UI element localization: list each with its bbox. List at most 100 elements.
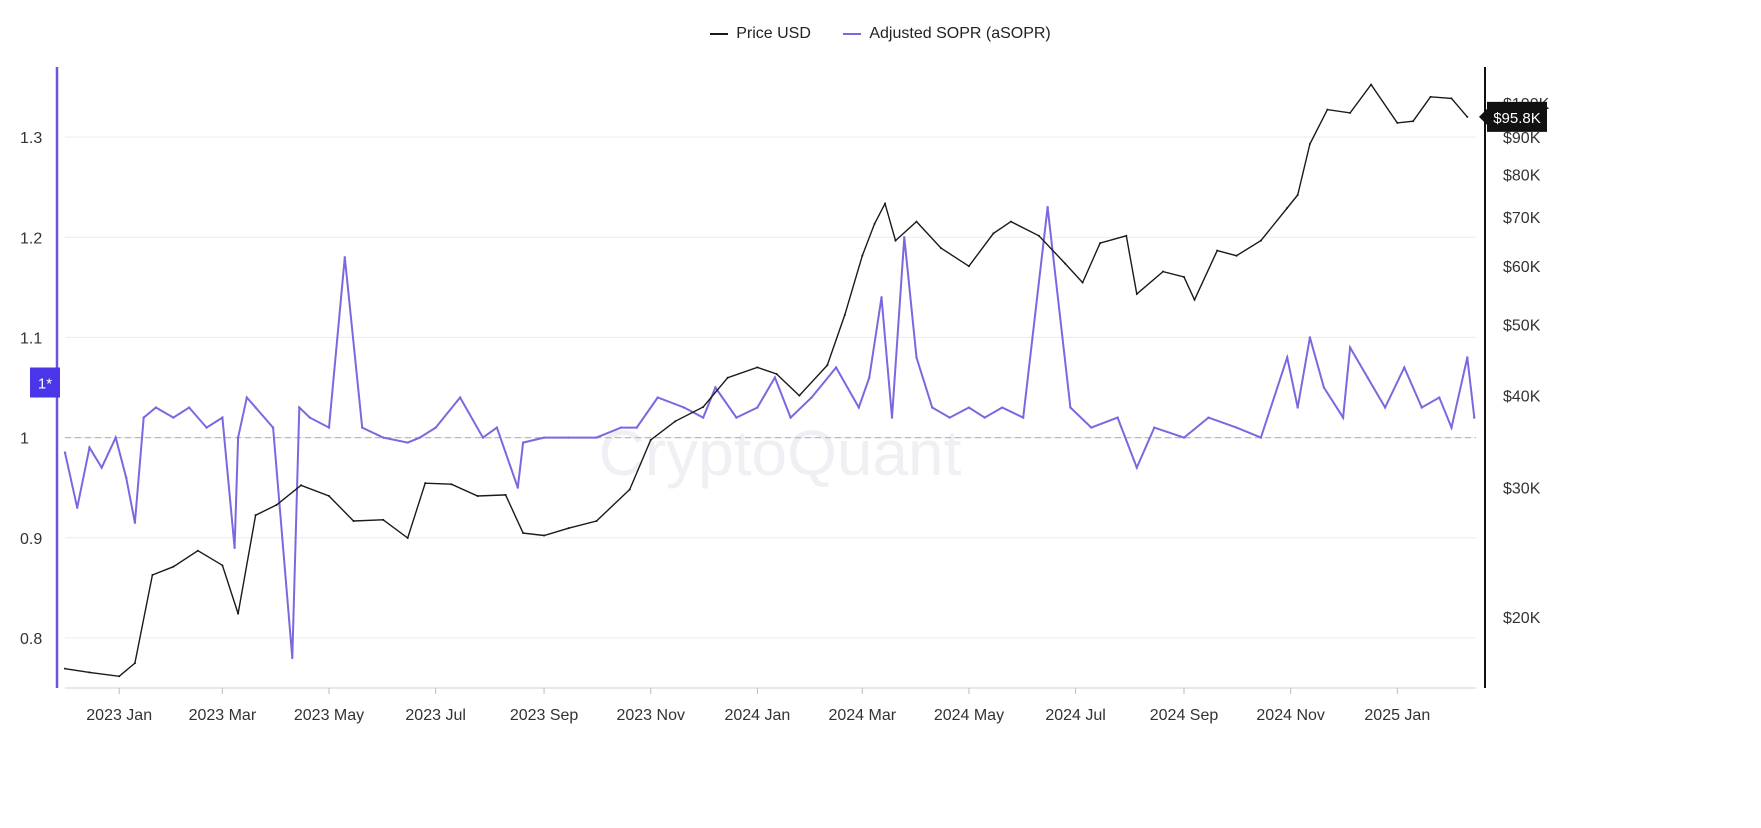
asopr-point: [967, 406, 971, 409]
left-tick-label: 1.2: [20, 230, 42, 247]
asopr-point: [298, 406, 301, 409]
asopr-point: [1090, 426, 1093, 429]
asopr-point: [880, 296, 883, 299]
asopr-point: [406, 441, 409, 444]
asopr-point: [76, 506, 79, 509]
asopr-point: [521, 441, 525, 444]
asopr-point: [890, 416, 894, 419]
price-point: [826, 364, 829, 367]
price-point: [221, 564, 224, 567]
left-tick-label: 1.3: [20, 130, 42, 147]
asopr-point: [233, 546, 236, 549]
asopr-point: [542, 436, 546, 439]
price-point: [674, 420, 677, 423]
asopr-point: [857, 406, 860, 409]
current-price-badge: $95.8K: [1479, 101, 1547, 132]
right-axis: $20K$30K$40K$50K$60K$70K$80K$90K$100K: [1484, 67, 1550, 688]
x-tick-label: 2025 Jan: [1364, 707, 1430, 724]
price-point: [939, 247, 942, 250]
price-point: [1216, 249, 1219, 252]
price-point: [1259, 239, 1262, 242]
grid-lines: [65, 136, 1476, 639]
legend-item-price[interactable]: Price USD: [710, 25, 811, 43]
price-point: [118, 675, 121, 678]
price-point: [1162, 270, 1165, 273]
price-point: [88, 671, 91, 674]
price-point: [300, 484, 303, 487]
price-point: [237, 612, 240, 615]
asopr-point: [773, 376, 777, 379]
asopr-point: [1116, 416, 1119, 419]
asopr-point: [1403, 366, 1406, 369]
price-point: [1193, 298, 1196, 301]
asopr-point: [983, 416, 986, 419]
asopr-point: [308, 416, 311, 419]
price-point: [992, 232, 995, 235]
right-tick-label: $60K: [1503, 259, 1541, 276]
price-badge-pointer: [1479, 108, 1487, 125]
x-tick-label: 2023 Jul: [405, 707, 466, 724]
asopr-point: [1021, 416, 1025, 419]
price-point: [1135, 292, 1138, 295]
x-tick-label: 2024 Jan: [724, 707, 790, 724]
asopr-point: [1153, 426, 1156, 429]
x-tick-label: 2023 May: [294, 707, 364, 724]
asopr-point: [1207, 416, 1210, 419]
legend-label-asopr: Adjusted SOPR (aSOPR): [869, 25, 1051, 42]
x-tick-label: 2024 Sep: [1150, 707, 1219, 724]
price-series-line: [64, 83, 1468, 678]
asopr-point: [133, 521, 137, 524]
x-tick-label: 2023 Mar: [189, 707, 257, 724]
x-tick-label: 2024 May: [934, 707, 1004, 724]
price-point: [64, 667, 66, 670]
price-point: [595, 520, 598, 523]
asopr-point: [595, 436, 598, 439]
x-tick-label: 2023 Sep: [510, 707, 579, 724]
right-tick-label: $50K: [1503, 317, 1541, 334]
asopr-series-points: [63, 206, 1476, 660]
price-point: [861, 254, 864, 257]
left-tick-label: 0.9: [20, 531, 42, 548]
left-tick-label: 1: [20, 431, 29, 448]
asopr-point: [1069, 406, 1072, 409]
asopr-point: [1341, 416, 1345, 419]
left-badge-bg: [30, 367, 60, 398]
price-point: [450, 483, 453, 486]
asopr-point: [434, 426, 437, 429]
price-point: [628, 488, 631, 491]
price-point: [1349, 111, 1352, 114]
right-tick-label: $70K: [1503, 210, 1541, 227]
price-point: [1081, 281, 1084, 284]
asopr-point: [187, 406, 191, 409]
asopr-point: [458, 396, 462, 399]
x-axis: 2023 Jan 2023 Mar 2023 May 2023 Jul 2023 Sep…: [65, 687, 1476, 724]
asopr-point: [1296, 406, 1299, 409]
asopr-point: [1285, 356, 1289, 359]
chart-legend: Price USD Adjusted SOPR (aSOPR): [0, 22, 1761, 43]
price-series-points: [64, 83, 1469, 678]
price-point: [967, 265, 970, 268]
asopr-point: [221, 416, 224, 419]
price-point: [196, 549, 199, 552]
asopr-point: [1348, 346, 1352, 349]
price-point: [1037, 234, 1040, 237]
right-tick-label: $90K: [1503, 130, 1541, 147]
price-point: [275, 503, 278, 506]
asopr-point: [361, 426, 364, 429]
asopr-point: [142, 416, 145, 419]
price-point: [504, 493, 507, 496]
asopr-point: [619, 426, 623, 429]
asopr-point: [291, 656, 294, 660]
asopr-point: [63, 451, 67, 454]
x-tick-label: 2023 Nov: [616, 707, 685, 724]
asopr-point: [1383, 406, 1387, 409]
asopr-point: [868, 376, 871, 379]
price-point: [567, 527, 570, 530]
legend-swatch-asopr: [843, 33, 862, 35]
price-point: [1370, 83, 1373, 86]
asopr-point: [236, 436, 240, 439]
x-tick-label: 2024 Nov: [1256, 707, 1325, 724]
legend-swatch-price: [710, 33, 729, 35]
legend-item-asopr[interactable]: Adjusted SOPR (aSOPR): [843, 25, 1051, 43]
